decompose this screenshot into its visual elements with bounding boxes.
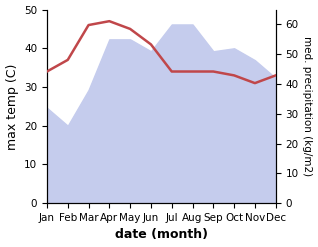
X-axis label: date (month): date (month) (115, 228, 208, 242)
Y-axis label: med. precipitation (kg/m2): med. precipitation (kg/m2) (302, 36, 313, 176)
Y-axis label: max temp (C): max temp (C) (5, 63, 18, 149)
